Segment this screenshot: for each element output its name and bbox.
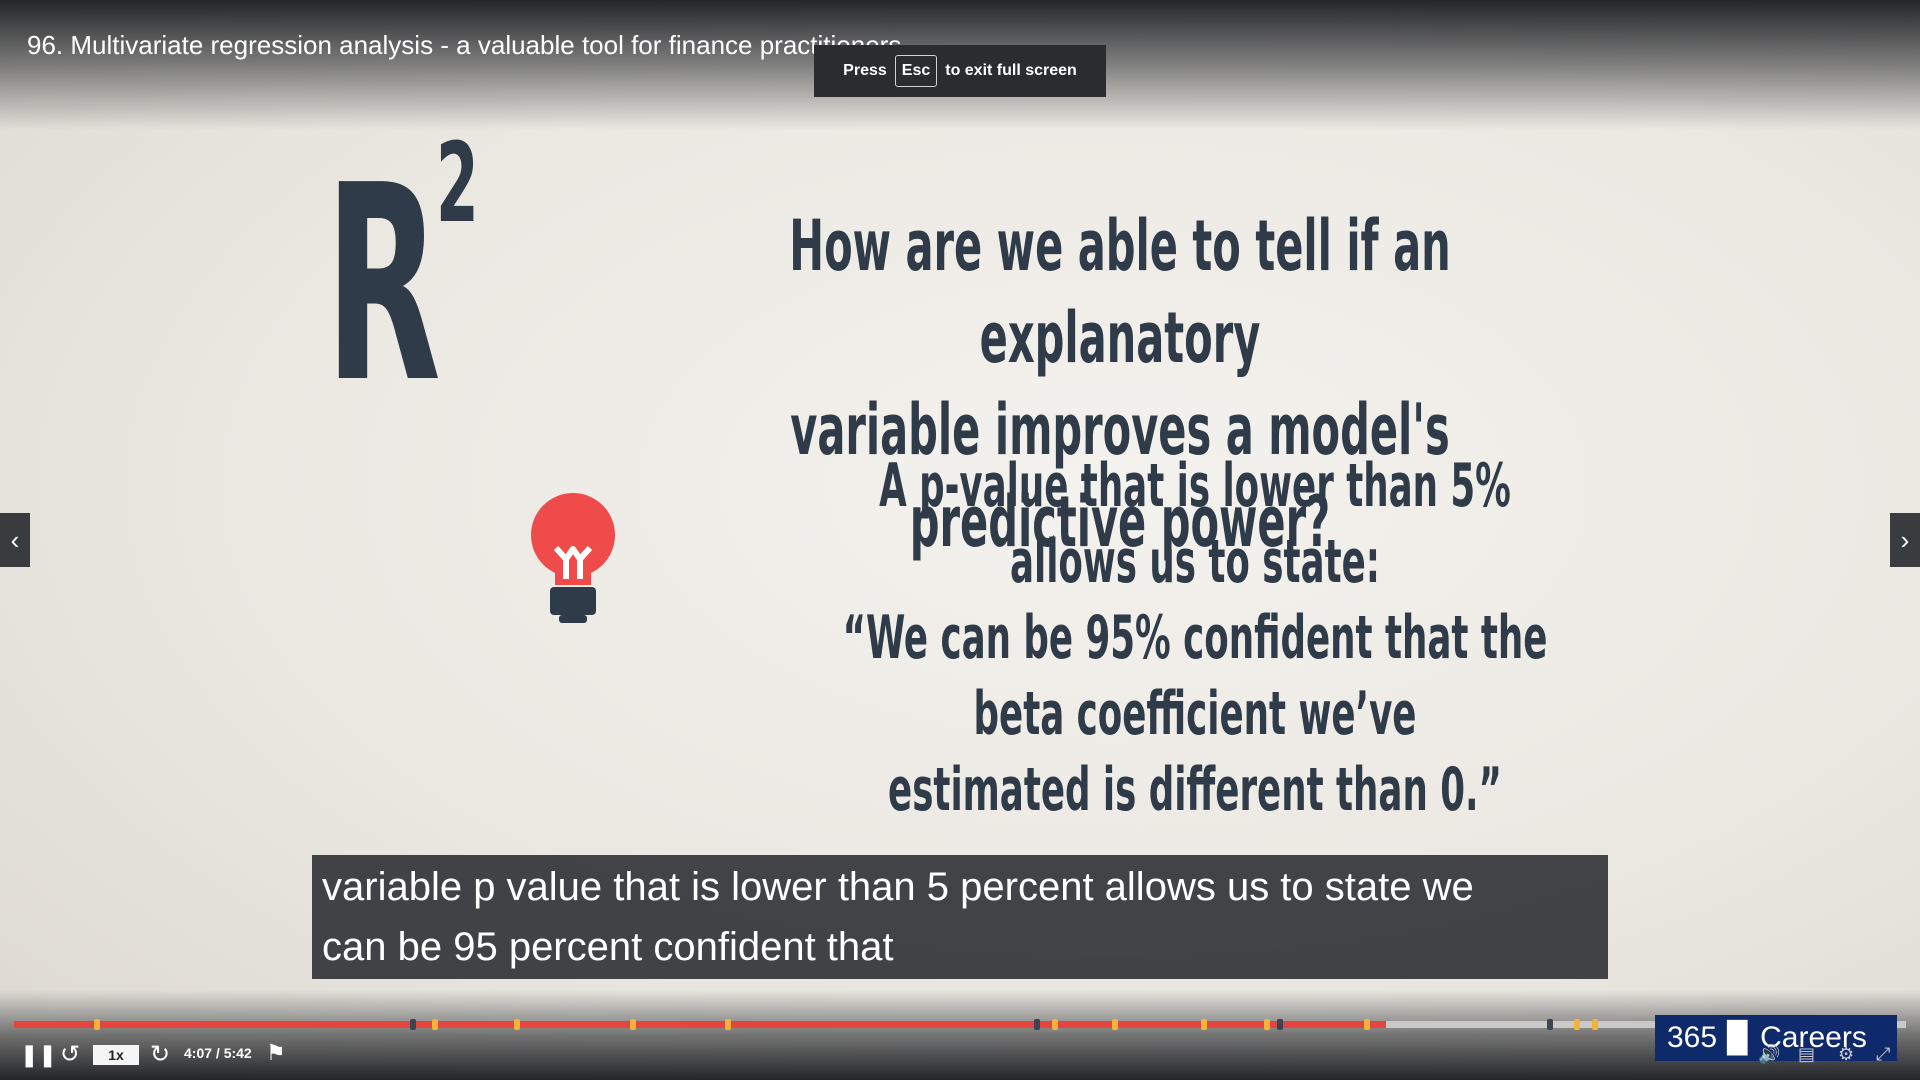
statement-line-3: estimated is different than 0.”: [888, 755, 1502, 825]
note-marker[interactable]: [630, 1019, 636, 1030]
forward-button[interactable]: ↻: [150, 1040, 170, 1069]
subtitle-caption: variable p value that is lower than 5 pe…: [312, 855, 1608, 979]
caption-line-2: can be 95 percent confident that: [322, 925, 894, 969]
lightbulb-icon: [531, 493, 615, 623]
note-marker[interactable]: [1574, 1019, 1580, 1030]
add-bookmark-button[interactable]: ⚑: [266, 1040, 286, 1066]
note-marker[interactable]: [94, 1019, 100, 1030]
prev-arrow-icon: ‹: [10, 524, 20, 555]
r-exponent: 2: [436, 119, 479, 247]
logo-number: 365: [1667, 1021, 1718, 1054]
note-marker[interactable]: [1052, 1019, 1058, 1030]
expand-icon: ⤢: [1876, 1044, 1891, 1064]
note-marker[interactable]: [1592, 1019, 1598, 1030]
settings-icon: ⚙: [1838, 1044, 1855, 1064]
pause-button[interactable]: ❚❚: [20, 1042, 57, 1068]
question-line-2: variable improves a model's predictive p…: [790, 389, 1450, 563]
slide-question: How are we able to tell if an explanator…: [750, 200, 1489, 568]
esc-key: Esc: [894, 55, 938, 87]
volume-button[interactable]: 🔊: [1758, 1044, 1780, 1065]
bookmark-marker[interactable]: [1277, 1019, 1283, 1030]
fullscreen-toast: Press Esc to exit full screen: [814, 45, 1106, 97]
bar-chart-icon: ▉: [1727, 1021, 1751, 1055]
rewind-icon: ↺: [60, 1041, 81, 1068]
bookmark-add-icon: ⚑: [266, 1040, 286, 1065]
time-display: 4:07 / 5:42: [184, 1045, 252, 1061]
brand-logo: 365 ▉ Careers: [1655, 1015, 1897, 1061]
progress-fill: [14, 1021, 1386, 1028]
next-lecture-button[interactable]: ›: [1890, 513, 1920, 567]
statement-line-1: A p-value that is lower than 5% allows u…: [879, 451, 1511, 597]
progress-bar[interactable]: [14, 1019, 1906, 1030]
fullscreen-button[interactable]: ⤢: [1876, 1044, 1890, 1065]
logo-word: Careers: [1760, 1021, 1867, 1054]
prev-lecture-button[interactable]: ‹: [0, 513, 30, 567]
forward-icon: ↻: [150, 1041, 171, 1068]
captions-icon: ▤: [1798, 1044, 1816, 1064]
bookmark-marker[interactable]: [1547, 1019, 1553, 1030]
captions-button[interactable]: ▤: [1798, 1044, 1815, 1065]
slide-statement: A p-value that is lower than 5% allows u…: [816, 448, 1575, 828]
statement-line-2: “We can be 95% confident that the beta c…: [842, 603, 1548, 749]
note-marker[interactable]: [514, 1019, 520, 1030]
volume-icon: 🔊: [1758, 1044, 1781, 1064]
question-line-1: How are we able to tell if an explanator…: [789, 205, 1451, 379]
rewind-button[interactable]: ↺: [60, 1040, 80, 1069]
toast-message: to exit full screen: [945, 62, 1077, 79]
note-marker[interactable]: [1364, 1019, 1370, 1030]
settings-button[interactable]: ⚙: [1838, 1044, 1854, 1065]
toast-press: Press: [843, 62, 887, 79]
note-marker[interactable]: [432, 1019, 438, 1030]
note-marker[interactable]: [1201, 1019, 1207, 1030]
pause-icon: ❚❚: [20, 1042, 57, 1067]
bookmark-marker[interactable]: [1034, 1019, 1040, 1030]
r-symbol: R: [325, 127, 441, 442]
bottom-overlay: [0, 990, 1920, 1080]
note-marker[interactable]: [1112, 1019, 1118, 1030]
next-arrow-icon: ›: [1900, 524, 1910, 555]
note-marker[interactable]: [725, 1019, 731, 1030]
bookmark-marker[interactable]: [410, 1019, 416, 1030]
note-marker[interactable]: [1264, 1019, 1270, 1030]
playback-speed-button[interactable]: 1x: [93, 1045, 139, 1065]
video-title: 96. Multivariate regression analysis - a…: [27, 30, 902, 60]
caption-line-1: variable p value that is lower than 5 pe…: [322, 865, 1474, 909]
